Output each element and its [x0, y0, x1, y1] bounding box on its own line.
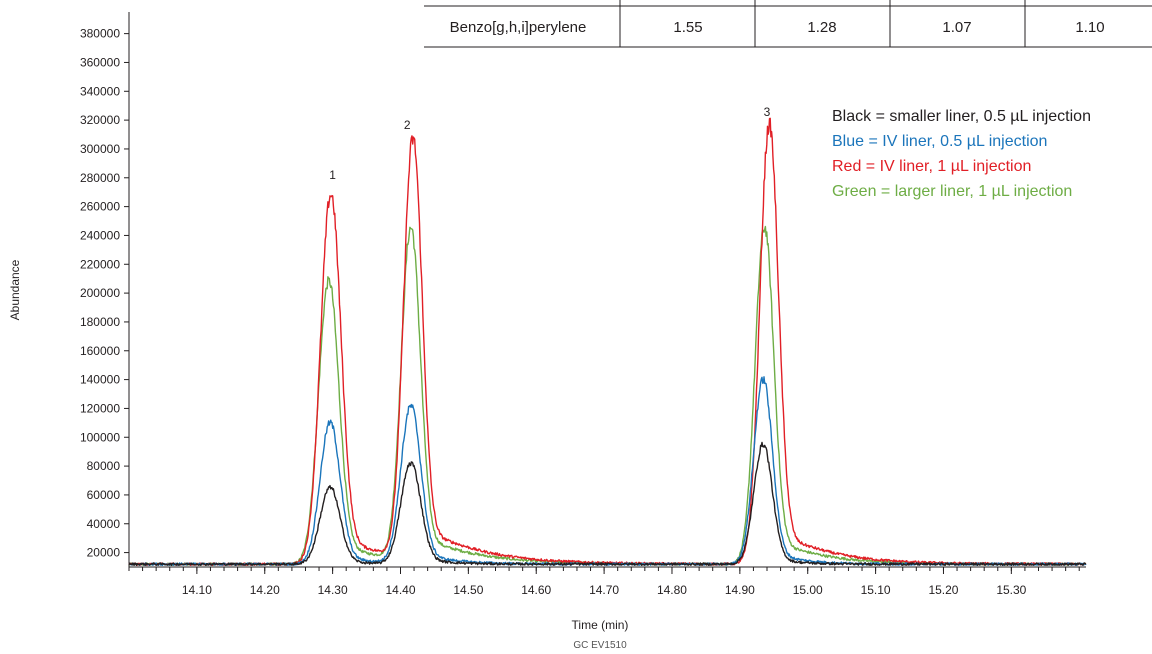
series-line-4	[128, 225, 1087, 566]
x-tick-label: 15.00	[793, 583, 823, 597]
y-axis-ticks: 20000 40000 60000 80000 100000 120000 140000 16…	[80, 27, 129, 560]
legend: Black = smaller liner, 0.5 µL injection …	[832, 108, 1091, 200]
x-tick-label: 14.10	[182, 583, 212, 597]
x-tick-label: 15.10	[861, 583, 891, 597]
y-tick-label: 140000	[80, 373, 120, 387]
x-tick-label: 15.20	[928, 583, 958, 597]
x-tick-label: 14.50	[453, 583, 483, 597]
series-line-1	[128, 441, 1087, 566]
y-tick-label: 260000	[80, 200, 120, 214]
y-tick-label: 60000	[87, 488, 121, 502]
results-table: Benzo[g,h,i]perylene 1.55 1.28 1.07 1.10	[424, 0, 1152, 48]
x-tick-label: 14.70	[589, 583, 619, 597]
y-tick-label: 20000	[87, 546, 121, 560]
y-tick-label: 320000	[80, 113, 120, 127]
legend-entry-black: Black = smaller liner, 0.5 µL injection	[832, 108, 1091, 125]
y-tick-label: 240000	[80, 228, 120, 242]
y-tick-label: 380000	[80, 27, 120, 41]
y-tick-label: 180000	[80, 315, 120, 329]
x-axis-ticks: 14.10 14.20 14.30 14.40 14.50 14.60 14.70 14.80…	[128, 567, 1080, 597]
y-tick-label: 280000	[80, 171, 120, 185]
x-tick-label: 15.30	[996, 583, 1026, 597]
x-tick-label: 14.30	[318, 583, 348, 597]
peak-label: 2	[404, 118, 411, 132]
table-value-cell: 1.07	[942, 19, 971, 36]
figure-code-label: GC EV1510	[573, 640, 627, 651]
y-tick-label: 340000	[80, 84, 120, 98]
peak-label: 1	[329, 168, 336, 182]
y-tick-label: 100000	[80, 430, 120, 444]
table-value-cell: 1.10	[1075, 19, 1104, 36]
peak-labels: 1 2 3	[329, 105, 770, 182]
y-tick-label: 160000	[80, 344, 120, 358]
legend-entry-green: Green = larger liner, 1 µL injection	[832, 183, 1072, 200]
peak-label: 3	[764, 105, 771, 119]
x-tick-label: 14.20	[250, 583, 280, 597]
y-axis-title: Abundance	[8, 259, 22, 320]
x-tick-label: 14.60	[521, 583, 551, 597]
y-tick-label: 220000	[80, 257, 120, 271]
y-tick-label: 80000	[87, 459, 121, 473]
y-tick-label: 200000	[80, 286, 120, 300]
y-tick-label: 360000	[80, 55, 120, 69]
legend-entry-blue: Blue = IV liner, 0.5 µL injection	[832, 133, 1047, 150]
x-tick-label: 14.80	[657, 583, 687, 597]
y-tick-label: 120000	[80, 401, 120, 415]
table-value-cell: 1.28	[807, 19, 836, 36]
x-tick-label: 14.40	[385, 583, 415, 597]
y-tick-label: 300000	[80, 142, 120, 156]
table-value-cell: 1.55	[673, 19, 702, 36]
series-line-2	[128, 376, 1087, 566]
legend-entry-red: Red = IV liner, 1 µL injection	[832, 158, 1031, 175]
series-layer	[128, 117, 1087, 566]
table-compound-cell: Benzo[g,h,i]perylene	[450, 19, 587, 36]
y-tick-label: 40000	[87, 517, 121, 531]
x-tick-label: 14.90	[725, 583, 755, 597]
x-axis-title: Time (min)	[572, 618, 629, 632]
